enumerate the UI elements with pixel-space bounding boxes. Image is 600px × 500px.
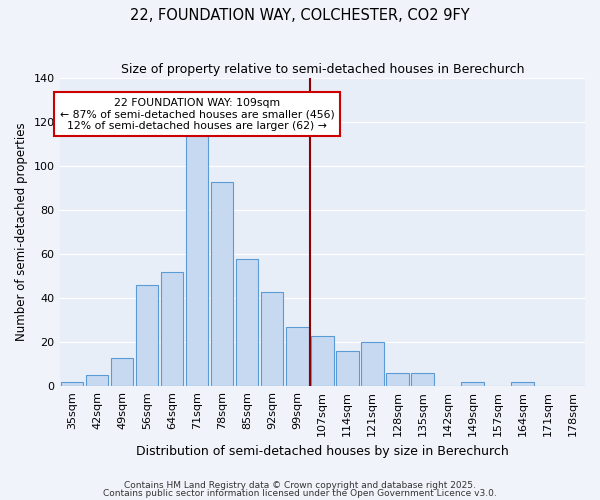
Bar [286, 327, 308, 386]
Bar [386, 373, 409, 386]
Text: Contains public sector information licensed under the Open Government Licence v3: Contains public sector information licen… [103, 489, 497, 498]
Bar [211, 182, 233, 386]
Bar [236, 258, 259, 386]
Y-axis label: Number of semi-detached properties: Number of semi-detached properties [15, 123, 28, 342]
Bar [186, 126, 208, 386]
Title: Size of property relative to semi-detached houses in Berechurch: Size of property relative to semi-detach… [121, 62, 524, 76]
Bar [461, 382, 484, 386]
Text: Contains HM Land Registry data © Crown copyright and database right 2025.: Contains HM Land Registry data © Crown c… [124, 480, 476, 490]
Bar [111, 358, 133, 386]
Bar [161, 272, 184, 386]
Bar [86, 376, 109, 386]
Text: 22, FOUNDATION WAY, COLCHESTER, CO2 9FY: 22, FOUNDATION WAY, COLCHESTER, CO2 9FY [130, 8, 470, 22]
Bar [361, 342, 383, 386]
X-axis label: Distribution of semi-detached houses by size in Berechurch: Distribution of semi-detached houses by … [136, 444, 509, 458]
Bar [61, 382, 83, 386]
Bar [311, 336, 334, 386]
Bar [511, 382, 534, 386]
Bar [411, 373, 434, 386]
Bar [136, 285, 158, 386]
Bar [261, 292, 283, 386]
Text: 22 FOUNDATION WAY: 109sqm
← 87% of semi-detached houses are smaller (456)
12% of: 22 FOUNDATION WAY: 109sqm ← 87% of semi-… [60, 98, 335, 131]
Bar [336, 351, 359, 386]
